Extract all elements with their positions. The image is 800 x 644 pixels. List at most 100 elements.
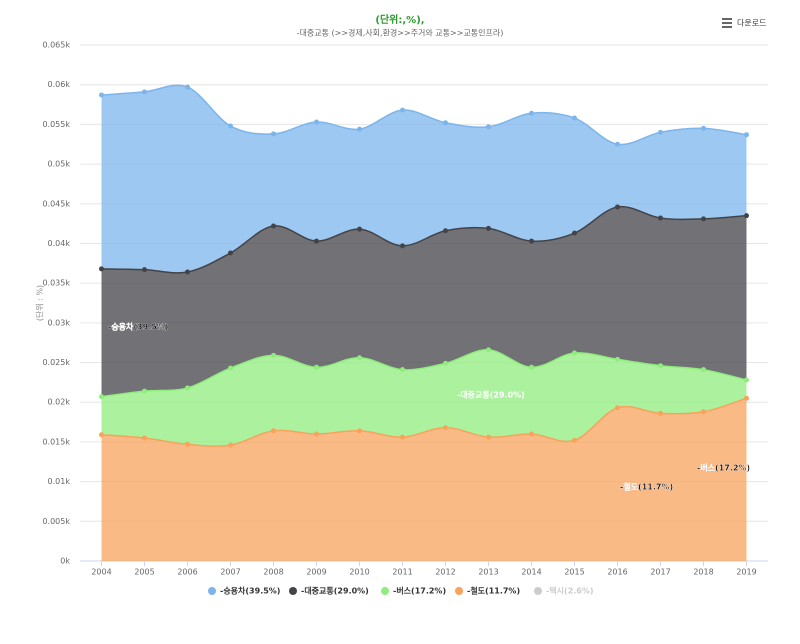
point [529, 110, 534, 116]
x-tick-label: 2011 [392, 568, 412, 577]
menu-icon [722, 18, 732, 20]
point [486, 225, 491, 231]
point [228, 365, 233, 371]
point [185, 84, 190, 90]
point [658, 363, 663, 369]
x-tick-label: 2014 [521, 568, 541, 577]
area [101, 206, 747, 397]
y-tick-label: 0.005k [42, 517, 70, 526]
point [271, 352, 276, 358]
y-tick-label: 0.065k [42, 41, 70, 50]
legend-marker[interactable] [289, 587, 297, 595]
point [701, 216, 706, 222]
point [615, 141, 620, 147]
x-tick-label: 2016 [607, 568, 627, 577]
point [314, 238, 319, 244]
data-label: -버스(17.2%) [697, 463, 750, 473]
point [357, 355, 362, 361]
point [400, 243, 405, 249]
data-label: -승용차(39.5%) [108, 322, 168, 332]
point [314, 431, 319, 437]
point [443, 120, 448, 126]
point [701, 367, 706, 373]
y-tick-label: 0.045k [42, 199, 70, 208]
x-tick-label: 2006 [177, 568, 197, 577]
x-tick-label: 2017 [650, 568, 670, 577]
legend-label[interactable]: -택시(2.6%) [546, 586, 594, 596]
x-tick-label: 2018 [693, 568, 713, 577]
chart-title: (단위:,%), [375, 13, 424, 26]
point [744, 395, 749, 401]
point [99, 92, 104, 98]
x-tick-label: 2008 [263, 568, 283, 577]
point [400, 367, 405, 373]
area-line [101, 349, 747, 398]
y-axis-label: (단위 : %) [35, 285, 45, 321]
download-button[interactable]: 다운로드 [722, 18, 766, 28]
legend-marker[interactable] [534, 587, 542, 595]
point [615, 356, 620, 362]
x-tick-label: 2009 [306, 568, 326, 577]
point [443, 228, 448, 234]
point [572, 437, 577, 443]
download-label[interactable]: 다운로드 [737, 19, 766, 28]
point [228, 250, 233, 256]
point [142, 388, 147, 394]
chart-subtitle: -대중교통 (>>경제,사회,환경>>주거와 교통>>교통인프라) [297, 28, 504, 38]
x-tick-label: 2019 [736, 568, 756, 577]
legend-label[interactable]: -대중교통(29.0%) [301, 586, 369, 596]
point [357, 226, 362, 232]
point [271, 131, 276, 137]
y-tick-label: 0.06k [48, 80, 71, 89]
point [314, 364, 319, 370]
point [185, 441, 190, 447]
point [228, 123, 233, 129]
y-tick-label: 0.01k [48, 477, 71, 486]
point [271, 428, 276, 434]
y-tick-label: 0k [60, 557, 70, 566]
x-tick-label: 2012 [435, 568, 455, 577]
y-tick-label: 0.02k [48, 398, 71, 407]
point [228, 442, 233, 448]
y-tick-label: 0.035k [42, 279, 70, 288]
point [658, 215, 663, 221]
point [486, 124, 491, 130]
point [357, 428, 362, 434]
point [400, 107, 405, 113]
menu-icon [722, 22, 732, 24]
area [101, 398, 747, 561]
point [572, 230, 577, 236]
point [701, 409, 706, 415]
point [701, 125, 706, 131]
x-tick-label: 2015 [564, 568, 584, 577]
legend-label[interactable]: -철도(11.7%) [467, 586, 520, 596]
point [529, 431, 534, 437]
y-tick-label: 0.025k [42, 358, 70, 367]
x-tick-label: 2013 [478, 568, 498, 577]
point [443, 425, 448, 431]
y-tick-label: 0.04k [48, 239, 71, 248]
point [99, 394, 104, 400]
legend-label[interactable]: -승용차(39.5%) [220, 586, 280, 596]
area-line [101, 84, 747, 146]
point [99, 266, 104, 272]
area-line [101, 397, 747, 447]
y-tick-label: 0.03k [48, 318, 71, 327]
legend-label[interactable]: -버스(17.2%) [393, 586, 446, 596]
x-tick-label: 2010 [349, 568, 369, 577]
point [142, 89, 147, 95]
point [658, 129, 663, 135]
point [744, 377, 749, 383]
legend-marker[interactable] [381, 587, 389, 595]
point [185, 269, 190, 275]
point [142, 267, 147, 273]
point [615, 204, 620, 210]
y-tick-label: 0.015k [42, 437, 70, 446]
point [572, 350, 577, 356]
legend-marker[interactable] [208, 587, 216, 595]
point [572, 115, 577, 121]
legend-marker[interactable] [455, 587, 463, 595]
point [142, 435, 147, 441]
x-tick-label: 2004 [91, 568, 111, 577]
